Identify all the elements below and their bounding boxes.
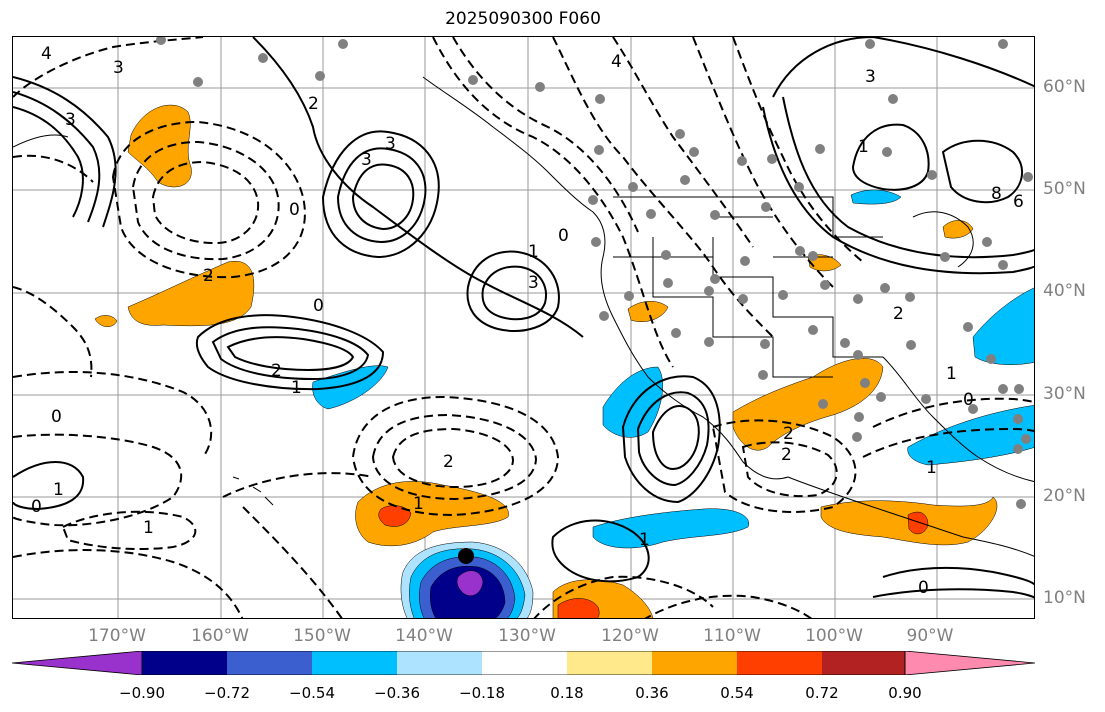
shade-blue-baja-1 [602, 366, 663, 438]
lat-label-10n: 10°N [1043, 588, 1086, 608]
contour-label: 2 [781, 445, 792, 465]
lat-label-30n: 30°N [1043, 384, 1086, 404]
contour-label: 1 [291, 378, 302, 398]
lon-label-160w: 160°W [191, 626, 249, 646]
lon-label-90w: 90°W [906, 626, 954, 646]
contour-label: 2 [783, 424, 794, 444]
contour-label: 1 [926, 458, 937, 478]
shade-red-central-america [907, 511, 929, 535]
contour-label: 2 [893, 304, 904, 324]
colorbar-tick: −0.72 [204, 684, 250, 702]
contour-label: 4 [611, 52, 622, 72]
contour-label: 0 [51, 407, 62, 427]
shade-orange-north-pacific [127, 260, 255, 327]
lon-label-120w: 120°W [601, 626, 659, 646]
colorbar [12, 651, 1035, 675]
lat-label-40n: 40°N [1043, 281, 1086, 301]
contour-label: 1 [143, 518, 154, 538]
contour-label: 0 [313, 296, 324, 316]
colorbar-tick: −0.36 [374, 684, 420, 702]
shade-red-south-1 [557, 598, 600, 618]
contour-label: 1 [528, 242, 539, 262]
lat-label-60n: 60°N [1043, 77, 1086, 97]
colorbar-swatch [822, 651, 905, 675]
colorbar-extend-high [904, 651, 1035, 675]
lon-label-150w: 150°W [293, 626, 351, 646]
contour-label: 3 [865, 67, 876, 87]
map-canvas: 4 3 3 2 3 3 1 0 0 2 2 0 1 1 0 1 0 2 1 3 … [13, 37, 1034, 618]
contour-label: 1 [639, 530, 650, 550]
colorbar-extend-low [12, 651, 143, 675]
contour-label: 2 [308, 94, 319, 114]
colorbar-tick: 0.90 [888, 684, 922, 702]
contour-label: 1 [413, 494, 424, 514]
contour-label: 8 [991, 184, 1002, 204]
colorbar-swatch [482, 651, 567, 675]
contour-labels: 4 3 3 2 3 3 1 0 0 2 2 0 1 1 0 1 0 2 1 3 … [31, 44, 1024, 598]
lon-label-170w: 170°W [88, 626, 146, 646]
colorbar-tick: 0.54 [720, 684, 754, 702]
shade-orange-gulf-alaska [127, 104, 192, 188]
contour-label: 0 [918, 578, 929, 598]
lat-label-50n: 50°N [1043, 179, 1086, 199]
contour-label: 2 [443, 452, 454, 472]
colorbar-swatch [652, 651, 737, 675]
contour-label: 0 [963, 390, 974, 410]
contour-label: 2 [271, 361, 282, 381]
shade-purple-south [456, 570, 484, 596]
shade-red-hawaii-n [378, 505, 412, 527]
map-title: 2025090300 F060 [445, 9, 601, 29]
contour-label: 0 [558, 226, 569, 246]
contour-label: 3 [65, 110, 76, 130]
shade-blue-baja-2 [592, 508, 750, 549]
shade-blue-east-us [972, 287, 1034, 365]
storm-center-marker [458, 548, 474, 564]
anomaly-shading [94, 104, 1034, 618]
lon-label-140w: 140°W [395, 626, 453, 646]
contour-label: 2 [203, 266, 214, 286]
shade-blue-canada [850, 189, 902, 205]
contour-label: 0 [289, 200, 300, 220]
lat-label-20n: 20°N [1043, 486, 1086, 506]
colorbar-tick: 0.36 [635, 684, 669, 702]
contour-label: 4 [41, 44, 52, 64]
colorbar-swatch [142, 651, 227, 675]
coastlines [13, 76, 1034, 557]
shade-orange-california [627, 301, 669, 323]
colorbar-tick: −0.54 [289, 684, 335, 702]
colorbar-swatch [737, 651, 822, 675]
contour-label: 1 [946, 364, 957, 384]
colorbar-tick: 0.72 [805, 684, 839, 702]
contour-label: 3 [528, 273, 539, 293]
colorbar-swatch [312, 651, 397, 675]
shade-blue-gulf [907, 405, 1034, 466]
contour-label: 0 [31, 497, 42, 517]
map-panel: 4 3 3 2 3 3 1 0 0 2 2 0 1 1 0 1 0 2 1 3 … [12, 36, 1035, 619]
lon-label-110w: 110°W [703, 626, 761, 646]
lon-label-130w: 130°W [498, 626, 556, 646]
contour-label: 6 [1013, 192, 1024, 212]
station-markers [156, 37, 1033, 509]
contour-label: 3 [361, 150, 372, 170]
contour-label: 1 [858, 137, 869, 157]
contour-label: 3 [113, 58, 124, 78]
shade-orange-small-1 [94, 315, 118, 327]
contour-label: 3 [385, 134, 396, 154]
colorbar-tick: −0.18 [459, 684, 505, 702]
lon-label-100w: 100°W [805, 626, 863, 646]
solid-contours [13, 37, 1034, 599]
colorbar-swatch [227, 651, 312, 675]
colorbar-swatch [397, 651, 482, 675]
colorbar-swatch [567, 651, 652, 675]
contour-label: 1 [53, 480, 64, 500]
shade-orange-mexico [732, 358, 884, 451]
colorbar-tick: −0.90 [119, 684, 165, 702]
shade-orange-canada [942, 220, 974, 239]
colorbar-tick: 0.18 [550, 684, 584, 702]
